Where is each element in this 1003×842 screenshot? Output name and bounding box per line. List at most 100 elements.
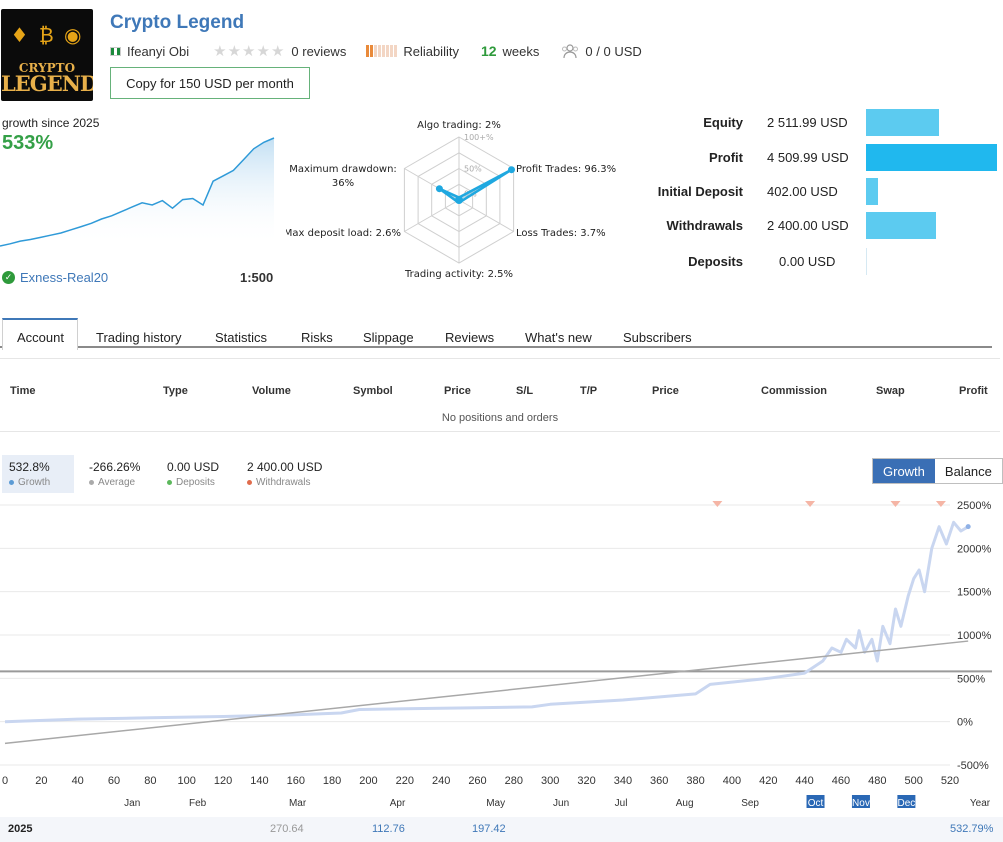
- x-tick-label: 80: [144, 775, 156, 787]
- x-tick-label: 500: [904, 775, 922, 787]
- growth-toggle-button[interactable]: Growth: [873, 459, 935, 483]
- radar-axis-label: Profit Trades: 96.3%: [516, 164, 616, 175]
- chart-mode-toggle: Growth Balance: [872, 458, 1003, 484]
- tab-reviews[interactable]: Reviews: [445, 330, 495, 345]
- x-tick-label: 440: [795, 775, 813, 787]
- col-s-l[interactable]: S/L: [516, 385, 534, 397]
- x-tick-label: 120: [214, 775, 232, 787]
- divider: [0, 358, 1000, 359]
- tile-deposits[interactable]: 0.00 USD Deposits: [160, 455, 235, 493]
- radar-spoke: [458, 199, 514, 232]
- tab-bar: Account Trading history Statistics Risks Sli…: [0, 318, 992, 350]
- month-label[interactable]: Feb: [189, 798, 207, 809]
- radar-ring-label: 100+%: [464, 133, 494, 142]
- x-tick-label: 240: [432, 775, 450, 787]
- stat-value-3: 2 400.00 USD: [767, 218, 849, 233]
- reliability-icon: [366, 45, 398, 57]
- reliability-label: Reliability: [403, 43, 459, 59]
- tile-value: 532.8%: [9, 460, 50, 474]
- tab-statistics[interactable]: Statistics: [215, 330, 268, 345]
- mini-area: [0, 138, 274, 246]
- stat-label-4: Deposits: [688, 254, 743, 269]
- account-server-label[interactable]: Exness-Real20: [20, 270, 109, 285]
- col-commission[interactable]: Commission: [761, 385, 828, 397]
- x-tick-label: 140: [250, 775, 268, 787]
- month-label[interactable]: Jun: [553, 798, 569, 809]
- radar-ring-label: 50%: [464, 165, 482, 174]
- stat-bar-1: [866, 144, 997, 171]
- stat-bar-2: [866, 178, 878, 205]
- tab-trading-history[interactable]: Trading history: [96, 330, 182, 345]
- yearly-growth-row: 2025 270.64 112.76 197.42 532.79%: [0, 817, 1003, 842]
- balance-toggle-button[interactable]: Balance: [944, 463, 992, 479]
- month-label[interactable]: Nov: [852, 798, 870, 809]
- tab-subscribers[interactable]: Subscribers: [623, 330, 692, 345]
- month-label[interactable]: Dec: [897, 798, 915, 809]
- tile-average[interactable]: -266.26% Average: [82, 455, 154, 493]
- col-symbol[interactable]: Symbol: [353, 385, 393, 397]
- month-highlight: [897, 795, 916, 808]
- positions-table-header: Time Type Volume Symbol Price S/L T/P Price Comm…: [0, 378, 1000, 404]
- radar-axis-label: Algo trading: 2%: [417, 120, 501, 131]
- withdrawal-marker-icon: [890, 501, 901, 507]
- withdrawal-marker-icon: [805, 501, 816, 507]
- x-tick-label: 0: [2, 775, 8, 787]
- month-label[interactable]: Apr: [390, 798, 406, 809]
- radar-axis-label: Max deposit load: 2.6%: [286, 228, 401, 239]
- tile-label: Average: [89, 477, 147, 488]
- tile-growth[interactable]: 532.8% Growth: [2, 455, 74, 493]
- col-swap[interactable]: Swap: [876, 385, 905, 397]
- reviews-link[interactable]: 0 reviews: [291, 43, 347, 59]
- subscribers-value: 0 / 0 USD: [585, 43, 642, 59]
- month-label[interactable]: Oct: [808, 798, 824, 809]
- account-server[interactable]: ✓ Exness-Real20: [2, 270, 108, 285]
- col-type[interactable]: Type: [163, 385, 188, 397]
- nigeria-flag-icon: [110, 46, 121, 56]
- col-price[interactable]: Price: [444, 385, 471, 397]
- tab-slippage[interactable]: Slippage: [363, 330, 414, 345]
- tab-account[interactable]: Account: [17, 330, 64, 345]
- stat-label-2: Initial Deposit: [657, 184, 743, 199]
- tab-risks[interactable]: Risks: [301, 330, 333, 345]
- stat-value-1: 4 509.99 USD: [767, 150, 849, 165]
- x-tick-label: 100: [178, 775, 196, 787]
- month-label[interactable]: May: [486, 798, 505, 809]
- col-volume[interactable]: Volume: [252, 385, 291, 397]
- legend-dot-icon: [167, 480, 172, 485]
- tile-value: -266.26%: [89, 460, 141, 474]
- growth-since-label: growth since 2025: [2, 116, 100, 130]
- legend-dot-icon: [247, 480, 252, 485]
- leverage-value: 1:500: [240, 270, 274, 285]
- weeks-count: 12: [480, 43, 497, 59]
- page-title[interactable]: Crypto Legend: [110, 12, 245, 33]
- radar-chart: 100+%50%0%Algo trading: 2%Profit Trades:…: [286, 120, 616, 280]
- author-name[interactable]: Ifeanyi Obi: [127, 43, 190, 59]
- month-label[interactable]: Aug: [676, 798, 694, 809]
- verified-check-icon: ✓: [2, 271, 15, 284]
- tile-label-text: Deposits: [176, 477, 215, 488]
- radar-axis-label: Trading activity: 2.5%: [404, 269, 513, 280]
- stat-bar-3: [866, 212, 936, 239]
- col-t-p[interactable]: T/P: [580, 385, 598, 397]
- withdrawal-marker-icon: [935, 501, 946, 507]
- x-tick-label: 480: [868, 775, 886, 787]
- month-label[interactable]: Jul: [615, 798, 628, 809]
- month-label[interactable]: Jan: [124, 798, 140, 809]
- tile-label: Growth: [9, 477, 67, 488]
- y-tick-label: 0%: [957, 717, 973, 729]
- radar-axis-label: Loss Trades: 3.7%: [516, 228, 606, 239]
- tile-withdrawals[interactable]: 2 400.00 USD Withdrawals: [240, 455, 340, 493]
- month-label[interactable]: Sep: [741, 798, 759, 809]
- x-tick-label: 400: [723, 775, 741, 787]
- footer-value-3: 197.42: [472, 823, 506, 835]
- x-tick-label: 360: [650, 775, 668, 787]
- tile-label: Deposits: [167, 477, 228, 488]
- tab-what-s-new[interactable]: What's new: [525, 330, 592, 345]
- month-label[interactable]: Mar: [289, 798, 307, 809]
- col-price[interactable]: Price: [652, 385, 679, 397]
- col-time[interactable]: Time: [10, 385, 36, 397]
- col-profit[interactable]: Profit: [959, 385, 988, 397]
- copy-subscribe-button[interactable]: Copy for 150 USD per month: [110, 67, 310, 99]
- growth-chart: 2500% 2000% 1500% 1000% 500% 0% -500% 0 20 40 60 80…: [0, 500, 992, 809]
- x-tick-label: 300: [541, 775, 559, 787]
